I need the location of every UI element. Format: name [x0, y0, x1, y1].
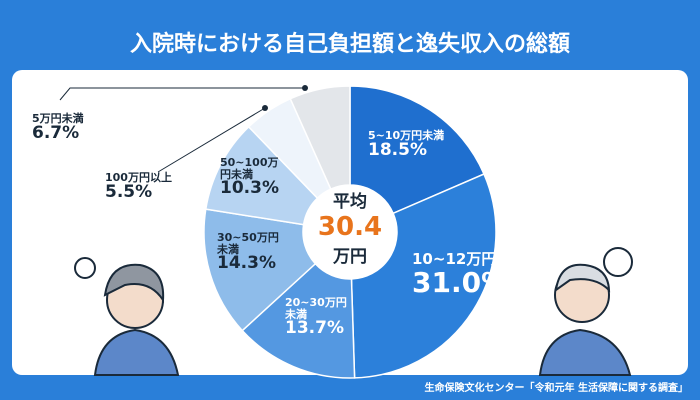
source: 生命保険文化センター「令和元年 生活保障に関する調査」: [424, 383, 688, 394]
illustration-right: [538, 247, 633, 376]
slice-label: 10~12万円未満 31.0%: [412, 250, 552, 299]
slice-label: 5万円未満 6.7%: [32, 113, 142, 142]
center-label: 平均 30.4 万円: [300, 187, 400, 267]
slice-label: 50~100万円未満 10.3%: [220, 157, 288, 198]
chart-title: 入院時における自己負担額と逸失収入の総額: [129, 32, 570, 57]
slice-label: 20~30万円未満 13.7%: [285, 297, 355, 338]
value-label: 6.7%: [32, 122, 80, 143]
category-label: 5~10万円未満: [368, 129, 445, 142]
center-title: 平均: [333, 192, 367, 212]
slice-label: 30~50万円未満 14.3%: [217, 232, 287, 273]
category-label: 50~100万円未満: [220, 156, 279, 181]
donut-hole: [303, 185, 397, 279]
value-label: 13.7%: [285, 318, 344, 339]
category-label: 5万円未満: [32, 112, 84, 125]
category-label: 30~50万円未満: [217, 231, 279, 256]
leader-dot: [262, 105, 268, 111]
value-label: 18.5%: [368, 139, 427, 160]
illustration-left: [74, 257, 180, 376]
value-label: 10.3%: [220, 178, 279, 199]
donut: [203, 85, 497, 379]
category-label: 100万円以上: [105, 171, 172, 184]
slice-label: 100万円以上 5.5%: [105, 172, 215, 201]
category-label: 10~12万円未満: [412, 250, 527, 268]
leader-line: [59, 87, 305, 101]
leader-dot: [302, 85, 308, 91]
value-label: 5.5%: [105, 181, 153, 202]
leader-line: [157, 107, 266, 173]
value-label: 14.3%: [217, 253, 276, 274]
center-unit: 万円: [333, 247, 367, 267]
value-label: 31.0%: [412, 265, 510, 299]
category-label: 20~30万円未満: [285, 296, 347, 321]
slice-label: 5~10万円未満 18.5%: [368, 130, 478, 159]
center-value: 30.4: [317, 212, 383, 242]
